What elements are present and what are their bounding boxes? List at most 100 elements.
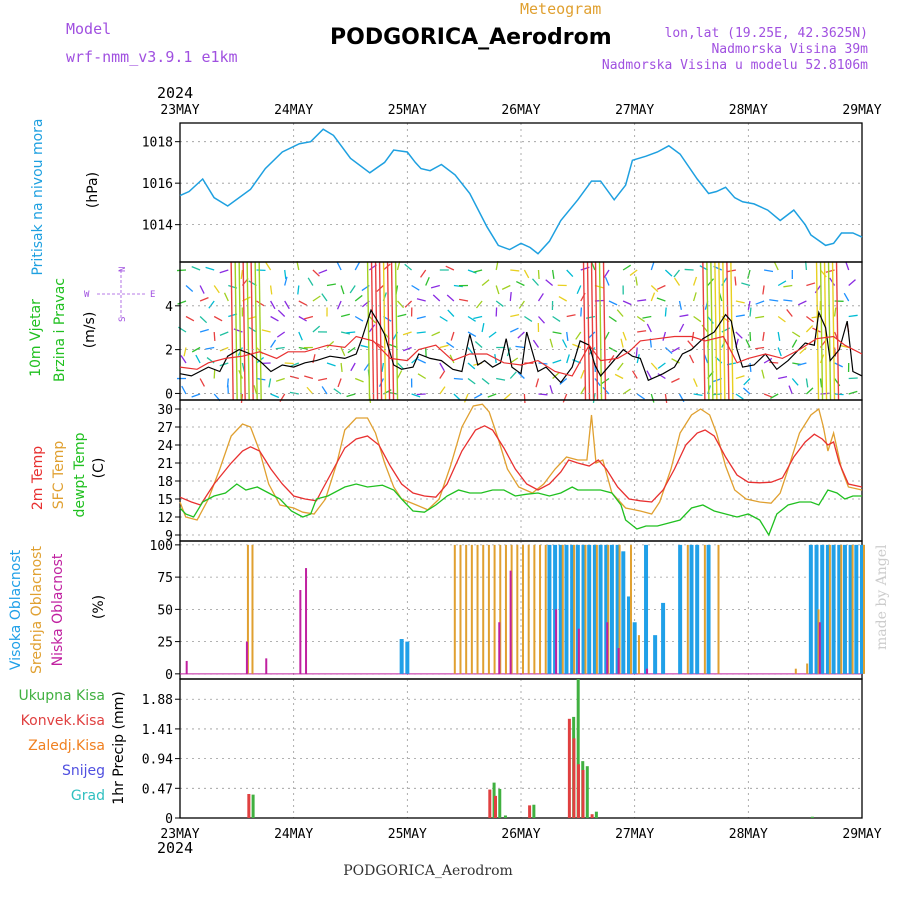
wind-barb: [496, 377, 506, 381]
wind-barb: [637, 330, 647, 333]
wind-barb: [481, 279, 490, 287]
wind-barb: [270, 315, 279, 322]
wind-barb-dense: [602, 261, 607, 401]
wind-barb: [657, 362, 666, 369]
wind-barb: [604, 331, 610, 341]
cloud-high-bar: [678, 544, 683, 674]
precip-convective-bar: [567, 718, 571, 818]
cloud-high-bar: [553, 544, 558, 674]
cloud-low-bar: [606, 622, 609, 674]
panel-frame-pressure: [179, 122, 863, 263]
wind-barb: [233, 328, 243, 333]
cloud-mid-bar: [504, 544, 507, 674]
cloud-mid-bar: [251, 544, 254, 674]
cloud-high-bar: [558, 544, 563, 674]
y-tick-label: 1.41: [142, 723, 173, 738]
wind-barb: [777, 280, 787, 287]
wind-barb: [213, 331, 216, 342]
cloud-low-bar: [818, 622, 821, 674]
wind-barb: [788, 385, 793, 395]
wind-barb: [445, 265, 455, 271]
wind-barb: [223, 292, 229, 302]
wind-barb-dense: [230, 261, 234, 401]
y-tick-label: 18: [157, 475, 173, 490]
cloud-low-bar: [646, 668, 649, 674]
wind-barb: [559, 378, 568, 385]
cloud-mid-bar: [482, 544, 485, 674]
wind-barb: [805, 378, 809, 388]
wind-barb: [664, 393, 668, 404]
wind-barb: [318, 377, 328, 381]
wind-barb: [296, 261, 300, 271]
x-tick-label-bottom: 26MAY: [501, 827, 540, 842]
y-tick-label: 1016: [142, 177, 173, 192]
wind-barb: [650, 285, 659, 293]
wind-barb: [848, 279, 856, 286]
wind-barb: [707, 316, 714, 324]
cloud-mid-bar: [828, 544, 831, 674]
precip-total-bar: [810, 816, 814, 818]
wind-barb: [622, 300, 632, 306]
year-top-label: 2024: [157, 84, 193, 102]
y-tick-label: 50: [157, 603, 173, 618]
wind-barb-dense: [370, 261, 375, 401]
wind-barb-dense: [831, 261, 836, 401]
wind-barb: [786, 309, 793, 317]
wind-ylabel-1: 10m Vjetar: [28, 299, 44, 377]
wind-barb: [509, 291, 512, 302]
cloud-high-bar: [547, 544, 552, 674]
wind-barb: [509, 357, 519, 364]
x-tick-label-bottom: 25MAY: [388, 827, 427, 842]
wind-barb: [588, 347, 596, 355]
wind-barb: [523, 269, 530, 279]
wind-barb: [185, 315, 195, 322]
wind-barb: [176, 269, 187, 272]
wind-barb-dense: [582, 261, 587, 401]
wind-barb-dense: [827, 261, 832, 401]
precip-convective-bar: [493, 795, 497, 818]
wind-barb: [396, 370, 403, 379]
cloud-mid-bar: [499, 544, 502, 674]
wind-barb: [580, 369, 585, 379]
wind-barb: [382, 263, 391, 271]
compass-north: N: [118, 267, 128, 272]
cloud-low-bar: [509, 570, 512, 674]
wind-barb: [467, 331, 477, 337]
wind-barb: [678, 393, 685, 403]
x-tick-label-bottom: 27MAY: [615, 827, 654, 842]
wind-barb: [749, 362, 752, 373]
cloud-ylabel-1: Visoka Oblacnost: [8, 549, 24, 670]
wind-barb: [199, 285, 205, 294]
wind-barb: [449, 354, 455, 364]
wind-barb-dense: [366, 261, 371, 401]
wind-barb: [298, 331, 303, 341]
compass-arrows: [97, 270, 146, 318]
cloud-low-bar: [555, 609, 558, 674]
wind-barb: [747, 300, 751, 310]
cloud-mid-bar: [851, 544, 854, 674]
wind-barb: [474, 341, 483, 348]
cloud-mid-bar: [573, 544, 576, 674]
cloud-low-bar: [299, 590, 302, 674]
wind-barb: [636, 393, 645, 400]
wind-barb: [396, 261, 401, 271]
wind-barb-dense: [819, 261, 824, 401]
wind-barb: [284, 276, 288, 286]
wind-barb: [674, 277, 681, 286]
wind-barb: [806, 315, 814, 323]
y-tick-label: 0: [165, 387, 173, 402]
wind-barb-dense: [258, 261, 262, 401]
wind-barb: [763, 393, 773, 398]
wind-barb: [181, 385, 187, 395]
x-tick-label-bottom: 23MAY: [160, 827, 199, 842]
precip-convective-bar: [488, 789, 492, 818]
panel-frame-clouds: [179, 540, 863, 680]
cloud-ylabel-2: Srednja Oblacnost: [29, 546, 45, 674]
cloud-high-bar: [399, 639, 404, 674]
cloud-mid-bar: [246, 544, 249, 674]
wind-barb: [321, 293, 328, 302]
y-tick-label: 21: [157, 457, 173, 472]
wind-barb: [650, 393, 655, 403]
product-title: Meteogram: [520, 0, 601, 18]
wind-barb: [381, 362, 385, 372]
